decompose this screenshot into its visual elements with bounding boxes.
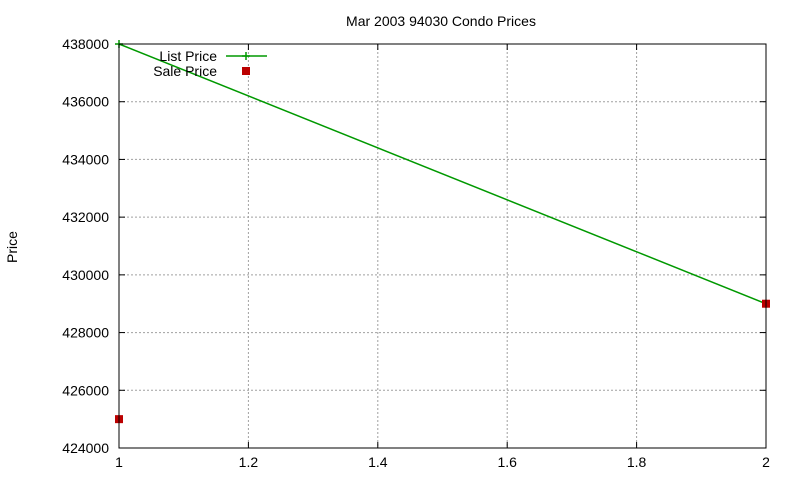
y-tick-label: 438000 <box>62 36 109 52</box>
series-list-price <box>115 40 770 308</box>
legend-label: List Price <box>159 48 217 64</box>
y-tick-label: 424000 <box>62 440 109 456</box>
series-line <box>118 43 767 305</box>
x-tick-label: 1.4 <box>368 454 388 470</box>
y-tick-label: 428000 <box>62 325 109 341</box>
y-tick-label: 432000 <box>62 209 109 225</box>
x-tick-label: 1.2 <box>239 454 259 470</box>
x-tick-label: 1.6 <box>497 454 517 470</box>
x-tick-label: 1 <box>115 454 123 470</box>
y-tick-label: 434000 <box>62 151 109 167</box>
axis-ticks: 1 1.2 1.4 1.6 1.8 2 424000 426000 428000 430000 43… <box>62 36 770 470</box>
y-tick-label: 430000 <box>62 267 109 283</box>
series-sale-price <box>115 299 770 424</box>
plot-frame <box>118 43 767 449</box>
y-tick-label: 436000 <box>62 94 109 110</box>
y-axis-label: Price <box>4 231 20 263</box>
x-tick-label: 2 <box>762 454 770 470</box>
x-tick-label: 1.8 <box>627 454 647 470</box>
plot-series <box>115 40 770 424</box>
gridlines <box>119 44 766 448</box>
y-tick-label: 426000 <box>62 382 109 398</box>
legend-label: Sale Price <box>153 63 217 79</box>
legend-square-sample <box>242 67 250 75</box>
chart-title: Mar 2003 94030 Condo Prices <box>346 13 536 29</box>
